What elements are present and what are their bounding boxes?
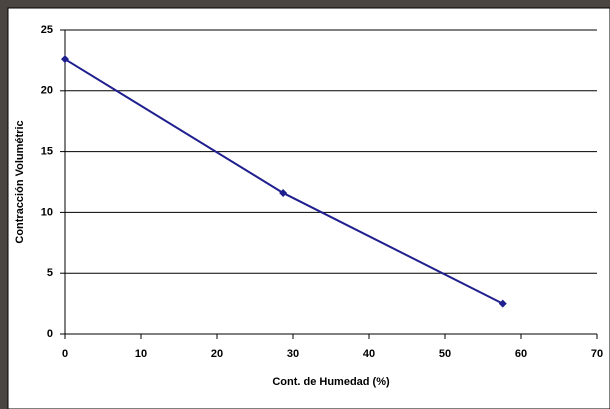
x-tick-label: 40 <box>363 348 375 360</box>
page: {"chart_data": {"type": "line", "x_label… <box>0 0 610 409</box>
y-tick-label: 25 <box>41 24 53 36</box>
x-tick-label: 30 <box>287 348 299 360</box>
x-tick-label: 70 <box>591 348 603 360</box>
y-tick-label: 5 <box>47 267 53 279</box>
x-tick-label: 10 <box>135 348 147 360</box>
x-tick-label: 60 <box>515 348 527 360</box>
y-tick-label: 10 <box>41 206 53 218</box>
chart: Cont. de Humedad (%) Contracción Volumét… <box>0 0 610 409</box>
x-tick-label: 50 <box>439 348 451 360</box>
y-tick-label: 20 <box>41 85 53 97</box>
x-tick-label: 0 <box>62 348 68 360</box>
y-tick-label: 0 <box>47 328 53 340</box>
x-axis-label: Cont. de Humedad (%) <box>272 376 390 388</box>
x-tick-label: 20 <box>211 348 223 360</box>
y-tick-label: 15 <box>41 146 53 158</box>
y-axis-label: Contracción Volumétric <box>14 120 26 243</box>
